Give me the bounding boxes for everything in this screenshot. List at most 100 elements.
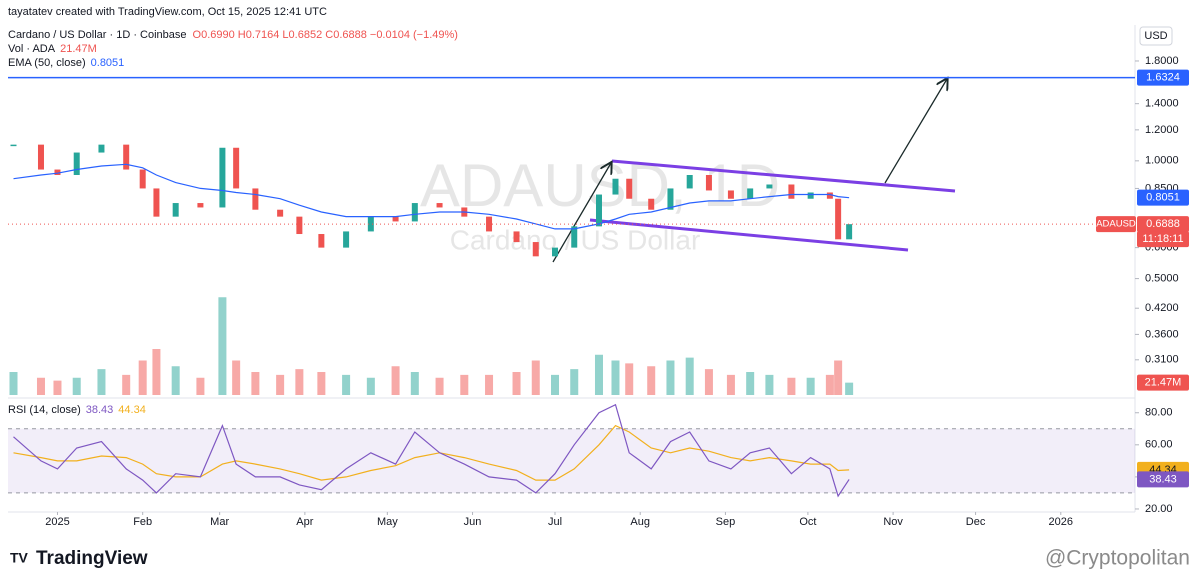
rsi-label: 38.43 [1149,473,1177,485]
footer-credit: @Cryptopolitan [1045,547,1190,570]
volume-bar [435,377,444,395]
volume-bar [36,377,45,395]
channel-top [611,159,956,193]
legend-volume-value: 21.47M [60,43,97,55]
header: tayatatev created with TradingView.com, … [8,6,327,18]
candle-body [73,152,80,176]
candle-body [37,144,44,170]
volume-bar [218,297,227,395]
y-tick-label: 0.5000 [1145,273,1179,285]
candle-body [10,144,17,147]
x-tick-label: Oct [799,516,816,528]
y-tick-label: 1.4000 [1145,98,1179,110]
volume-bar [232,360,241,395]
candle-body [513,231,520,243]
volume-bar [53,380,62,395]
price-label-box [1137,216,1189,233]
symbol-label: ADAUSD [1096,219,1136,230]
volume-label: 21.47M [1145,377,1182,389]
candle-body [826,192,833,199]
candle-body [411,203,418,222]
x-tick-label: 2026 [1049,516,1073,528]
currency: USD [1144,30,1167,42]
volume-bar [512,372,521,395]
volume-bar [647,366,656,395]
rsi-tick-label: 80.00 [1145,407,1173,419]
rsi-label-box [1137,471,1189,488]
volume-bar [704,369,713,395]
candle-body [318,234,325,248]
volume-bar [845,382,854,395]
candle-body [296,216,303,235]
legend-rsi: RSI (14, close) 38.43 44.34 [8,404,146,416]
volume-bar [765,374,774,395]
candle-body [788,184,795,199]
volume-bar [485,374,494,395]
volume-bar [276,374,285,395]
volume-bar [611,360,620,395]
volume-bar [138,360,147,395]
legend-rsi-ma: 44.34 [118,404,146,416]
candle-body [123,144,130,170]
x-tick-label: 2025 [45,516,69,528]
volume-bar [594,354,603,395]
volume-bar [410,372,419,395]
volume-bar [460,374,469,395]
ema-line [13,163,850,230]
volume-bar [295,369,304,395]
volume-bar [152,349,161,395]
y-tick-label: 1.2000 [1145,124,1179,136]
rsi-ma-line [13,424,850,481]
y-tick-label: 0.4200 [1145,302,1179,314]
volume-label-box [1137,374,1189,391]
ema-label-box [1137,189,1189,206]
legend-symbol-text: Cardano / US Dollar · 1D · Coinbase [8,29,187,41]
candle-body [233,147,240,189]
symbol-box [1096,216,1136,233]
legend-rsi-name: RSI (14, close) [8,404,81,416]
arrow [552,163,611,263]
volume-bar [531,360,540,395]
x-tick-label: Mar [210,516,229,528]
legend-ema-value: 0.8051 [91,57,125,69]
volume-bar [366,377,375,395]
y-tick-label: 1.8000 [1145,55,1179,67]
countdown-label: 11:18:11 [1142,233,1183,245]
volume-bar [806,377,815,395]
volume-bar [251,372,260,395]
volume-bar [342,374,351,395]
arrow [884,79,947,184]
candle-body [486,216,493,232]
ema-label: 0.8051 [1146,192,1180,204]
legend-volume: Vol · ADA 21.47M [8,43,97,55]
candle-body [436,203,443,208]
rsi-band [8,428,1135,493]
volume-bar [72,377,81,395]
price-label: 0.6888 [1146,218,1180,230]
x-tick-label: Apr [296,516,313,528]
candle-body [532,242,539,257]
legend-rsi-value: 38.43 [86,404,114,416]
y-tick-label: 1.0000 [1145,155,1179,167]
candle-body [686,175,693,189]
candle-body [595,194,602,227]
x-tick-label: Nov [883,516,903,528]
x-tick-label: Sep [716,516,736,528]
channel-bottom [589,218,909,252]
volume-bar [171,366,180,395]
volume-bar [9,372,18,395]
volume-bar [726,374,735,395]
volume-bar [97,369,106,395]
candle-body [252,188,259,210]
candle-body [835,198,842,240]
level-label: 1.6324 [1146,71,1180,83]
candle-body [705,175,712,191]
currency-box [1139,26,1173,46]
volume-bar [570,369,579,395]
x-tick-label: Feb [133,516,152,528]
x-tick-label: Jun [464,516,482,528]
candle-body [648,198,655,210]
volume-bar [625,363,634,395]
